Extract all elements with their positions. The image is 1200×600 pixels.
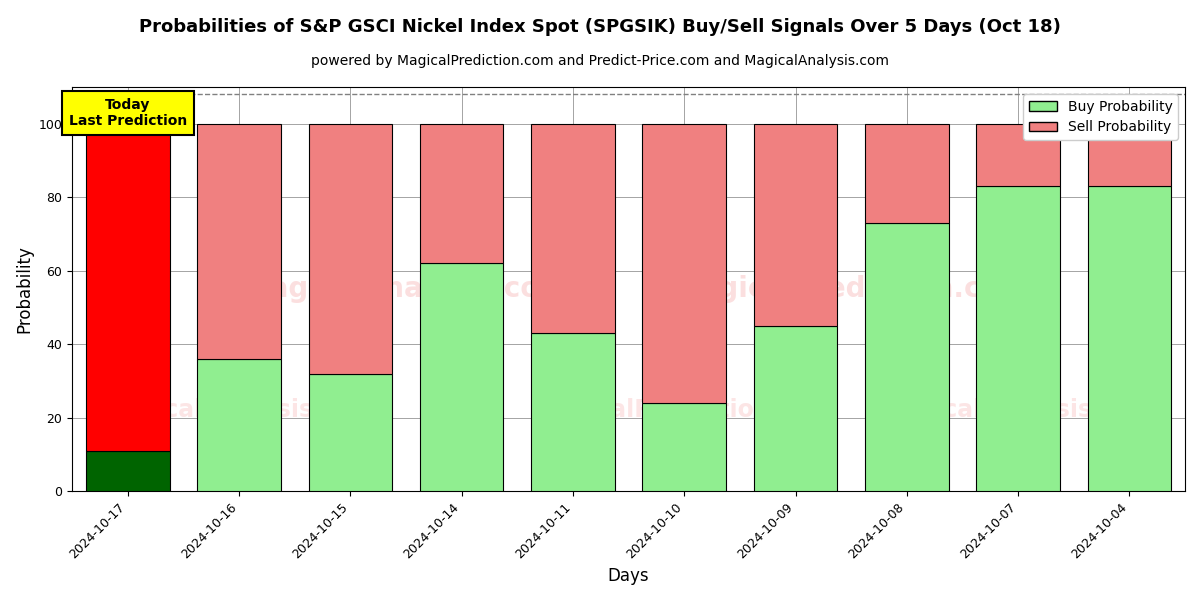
Bar bbox=[308, 124, 392, 374]
Bar bbox=[865, 223, 948, 491]
Text: MagicalAnalysis.com: MagicalAnalysis.com bbox=[101, 398, 378, 422]
Bar bbox=[977, 186, 1060, 491]
X-axis label: Days: Days bbox=[607, 567, 649, 585]
Bar bbox=[754, 326, 838, 491]
Text: powered by MagicalPrediction.com and Predict-Price.com and MagicalAnalysis.com: powered by MagicalPrediction.com and Pre… bbox=[311, 54, 889, 68]
Bar bbox=[532, 124, 614, 333]
Text: MagicalAnalysis.com: MagicalAnalysis.com bbox=[242, 275, 569, 303]
Bar bbox=[642, 403, 726, 491]
Legend: Buy Probability, Sell Probability: Buy Probability, Sell Probability bbox=[1024, 94, 1178, 140]
Text: MagicalPrediction.com: MagicalPrediction.com bbox=[673, 275, 1030, 303]
Bar bbox=[197, 359, 281, 491]
Bar bbox=[420, 124, 503, 263]
Bar bbox=[642, 124, 726, 403]
Bar bbox=[420, 263, 503, 491]
Text: Probabilities of S&P GSCI Nickel Index Spot (SPGSIK) Buy/Sell Signals Over 5 Day: Probabilities of S&P GSCI Nickel Index S… bbox=[139, 18, 1061, 36]
Text: MagicalAnalysis.com: MagicalAnalysis.com bbox=[880, 398, 1157, 422]
Bar bbox=[977, 124, 1060, 186]
Text: Today
Last Prediction: Today Last Prediction bbox=[68, 98, 187, 128]
Bar bbox=[865, 124, 948, 223]
Bar bbox=[86, 124, 169, 451]
Bar bbox=[1087, 186, 1171, 491]
Bar bbox=[197, 124, 281, 359]
Y-axis label: Probability: Probability bbox=[16, 245, 34, 333]
Bar bbox=[754, 124, 838, 326]
Bar bbox=[308, 374, 392, 491]
Bar bbox=[86, 451, 169, 491]
Text: MagicalPrediction.com: MagicalPrediction.com bbox=[533, 398, 835, 422]
Bar bbox=[532, 333, 614, 491]
Bar bbox=[1087, 124, 1171, 186]
